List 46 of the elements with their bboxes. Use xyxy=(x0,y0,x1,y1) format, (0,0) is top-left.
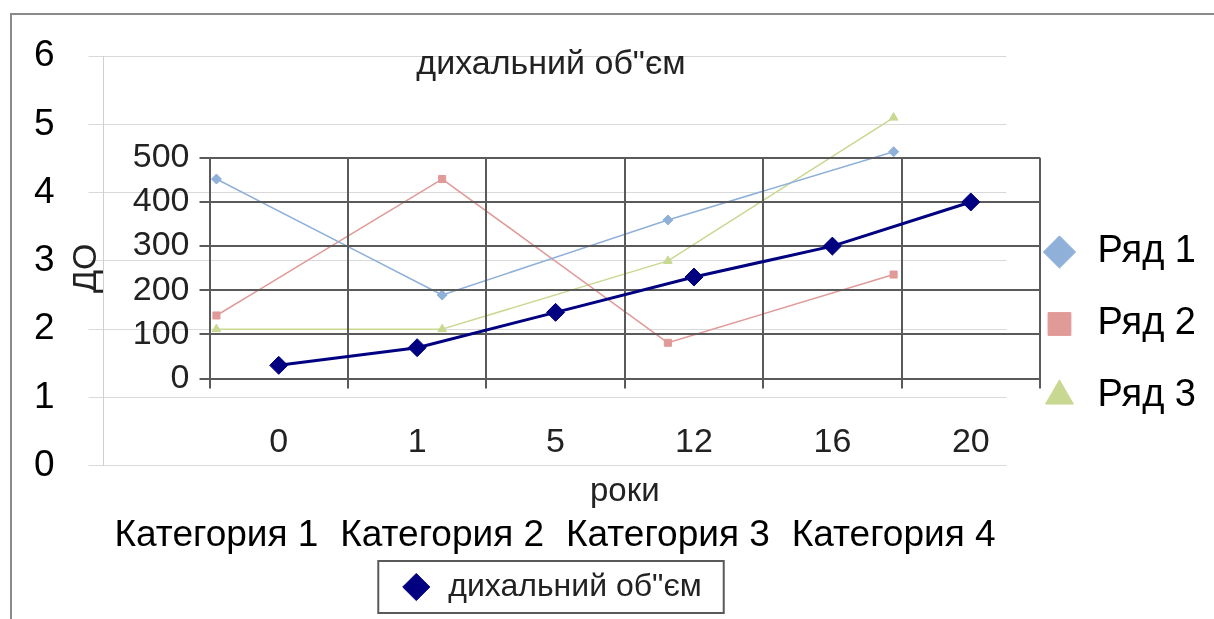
y-tick-label: 100 xyxy=(132,312,190,351)
x-tick-label: 1 xyxy=(407,421,427,460)
point xyxy=(546,302,566,322)
point xyxy=(888,146,900,158)
legend-label: Ряд 1 xyxy=(1097,228,1197,271)
y-tick-label: 200 xyxy=(132,268,190,307)
chart-title: дихальний об"єм xyxy=(416,42,686,81)
point xyxy=(662,214,674,226)
x-tick-label: 12 xyxy=(675,421,713,460)
point xyxy=(663,255,673,264)
y-tick-label: 2 xyxy=(34,306,55,348)
y-tick-label: 300 xyxy=(132,224,190,263)
y-tick-label: 4 xyxy=(34,169,55,211)
x-tick-label: Категория 1 xyxy=(114,513,319,554)
point xyxy=(961,192,981,212)
point xyxy=(212,311,221,320)
y-tick-label: 6 xyxy=(34,33,55,75)
point xyxy=(889,270,898,279)
point xyxy=(210,173,222,185)
point xyxy=(888,112,899,121)
x-tick-label: 16 xyxy=(813,421,852,460)
point xyxy=(822,236,842,256)
x-axis-title: роки xyxy=(589,471,660,509)
y-tick-label: 0 xyxy=(170,356,190,395)
legend-label: дихальний об"єм xyxy=(448,566,702,603)
y-tick-label: 3 xyxy=(34,238,55,280)
x-tick-label: Категория 4 xyxy=(791,513,996,554)
point xyxy=(211,323,222,333)
y-tick-label: 500 xyxy=(132,136,190,175)
point xyxy=(438,174,447,184)
legend-label: Ряд 3 xyxy=(1097,372,1197,415)
x-tick-label: 0 xyxy=(269,421,289,460)
y-tick-label: 400 xyxy=(132,180,190,219)
y-axis-title: ДО xyxy=(64,243,103,293)
point xyxy=(407,338,427,358)
x-tick-label: 5 xyxy=(546,421,566,460)
x-tick-label: Категория 2 xyxy=(340,513,545,554)
x-tick-label: Категория 3 xyxy=(565,513,770,554)
point xyxy=(663,338,672,347)
legend-label: Ряд 2 xyxy=(1097,300,1197,343)
x-tick-label: 20 xyxy=(951,421,990,460)
y-tick-label: 5 xyxy=(34,101,55,143)
y-tick-label: 1 xyxy=(34,374,55,416)
point xyxy=(269,355,289,375)
point xyxy=(437,323,447,333)
point xyxy=(684,267,704,287)
